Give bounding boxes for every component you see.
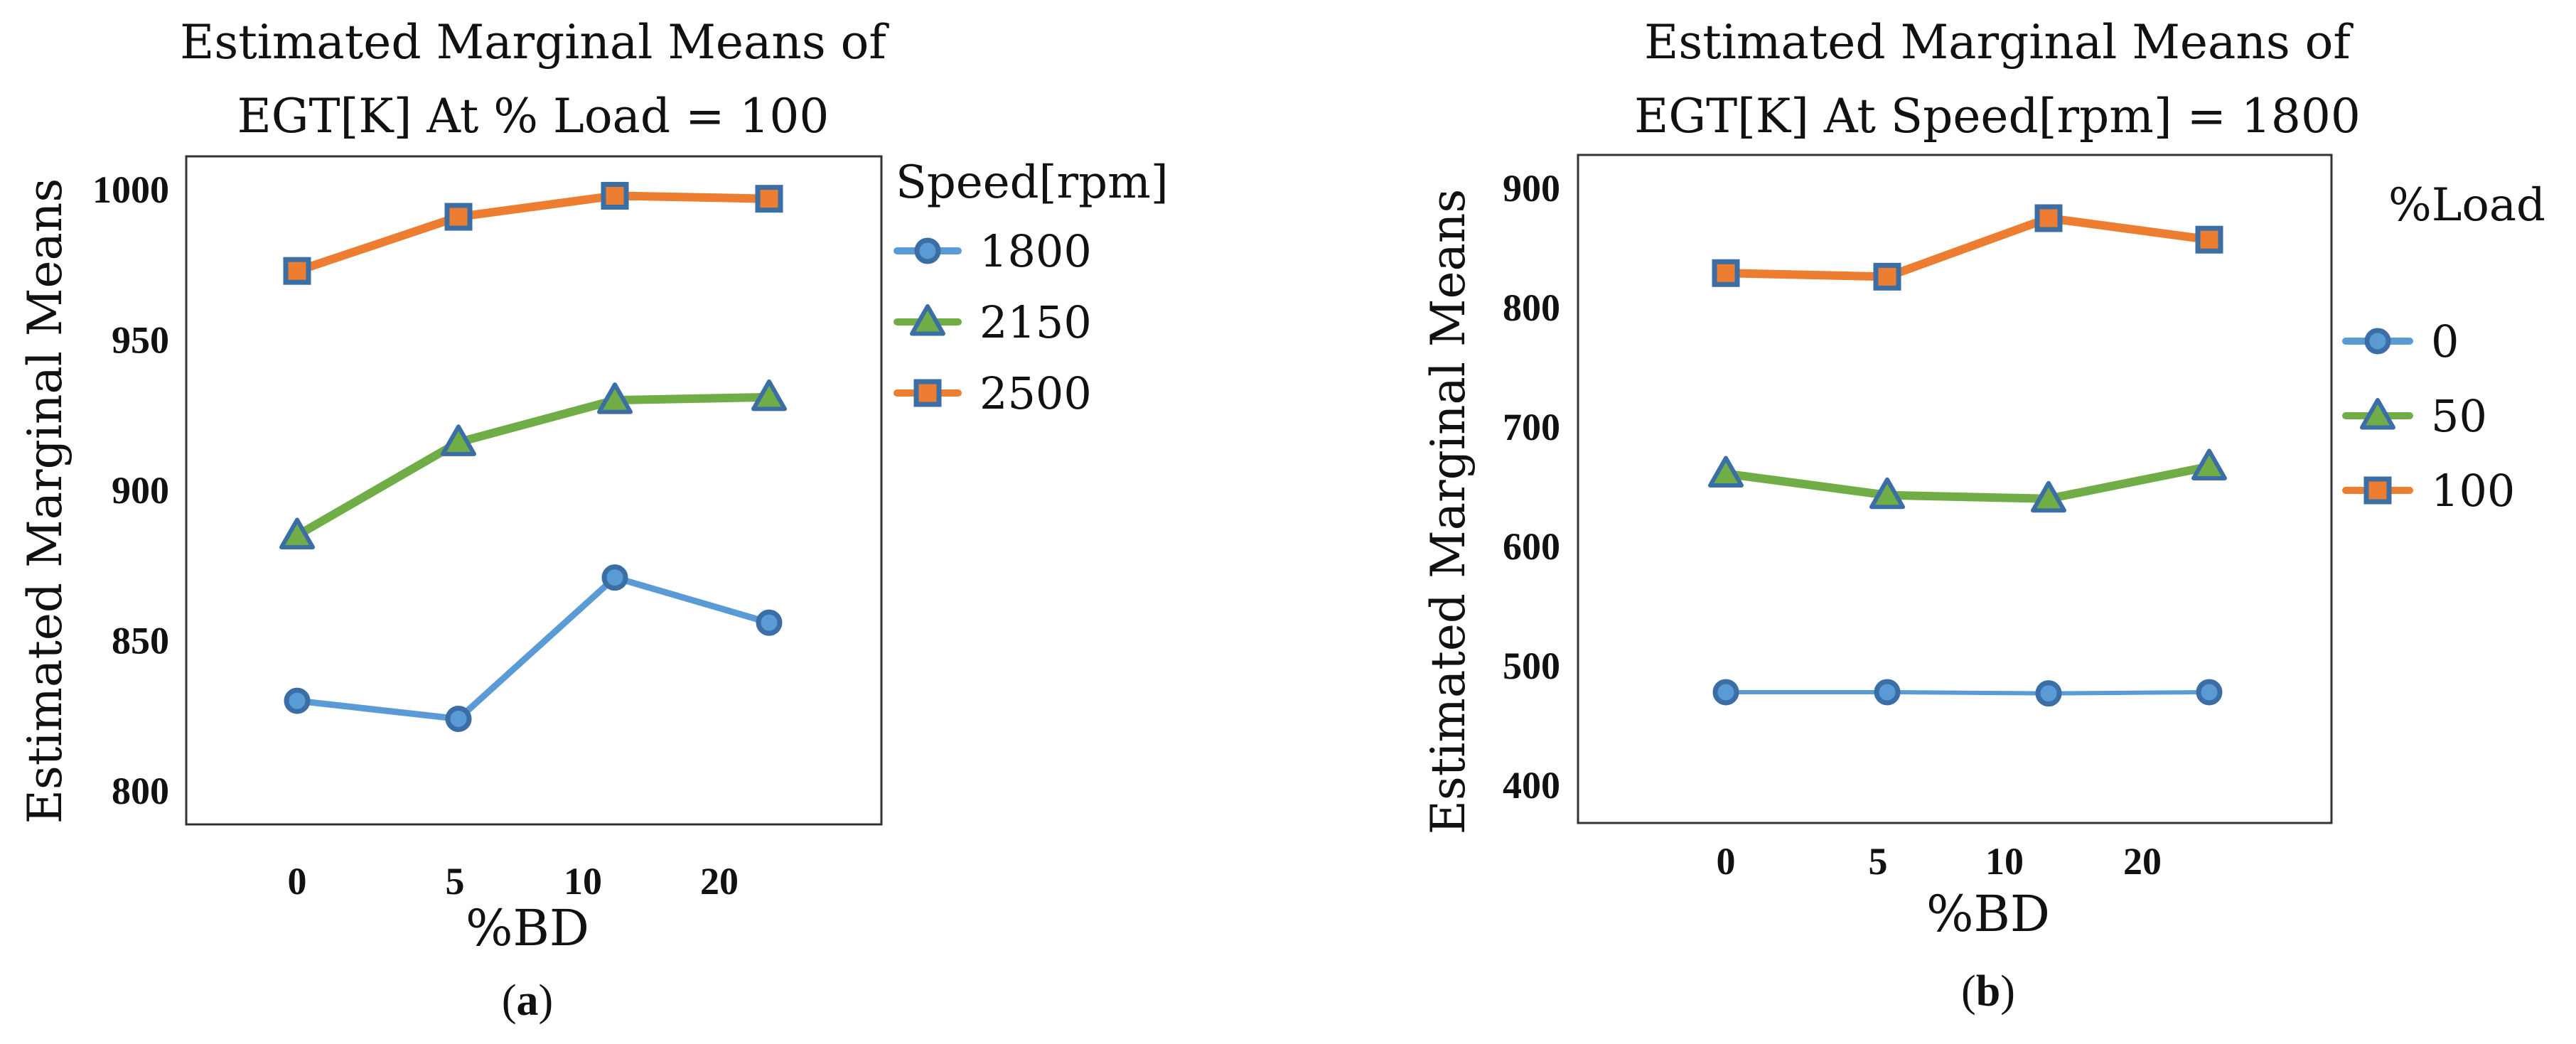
chart-b-data-point xyxy=(1874,679,1901,706)
chart-b-legend-marker-100 xyxy=(2363,476,2392,505)
chart-a-y-tick-label: 950 xyxy=(112,319,169,362)
chart-a-x-axis-label: %BD xyxy=(466,899,589,957)
chart-a-legend-marker-2500 xyxy=(913,379,942,407)
chart-a-legend: 1800 2150 2500 xyxy=(893,225,1092,419)
chart-b-legend-label-100: 100 xyxy=(2431,465,2515,517)
chart-a-data-point xyxy=(444,203,473,231)
chart-a-data-point xyxy=(755,185,783,213)
chart-b-y-tick-label: 600 xyxy=(1503,525,1560,568)
chart-b-y-tick-label: 800 xyxy=(1503,286,1560,329)
chart-a-data-point xyxy=(756,609,783,636)
chart-b-legend-marker-0 xyxy=(2364,328,2391,355)
chart-a-x-tick-label: 10 xyxy=(564,860,602,903)
chart-a-data-point xyxy=(441,424,476,456)
chart-b-legend-marker-50 xyxy=(2360,398,2395,430)
chart-a-y-tick-label: 800 xyxy=(112,770,169,812)
chart-b-title-line-1: Estimated Marginal Means of xyxy=(1644,15,2354,70)
chart-a-series-line-1800 xyxy=(294,574,773,722)
chart-a-data-point xyxy=(601,564,628,591)
chart-a-y-tick-label: 850 xyxy=(112,620,169,662)
chart-b-y-tick-label: 900 xyxy=(1503,167,1560,210)
chart-a-y-tick-label: 1000 xyxy=(92,168,169,211)
chart-a-caption-close: ) xyxy=(539,976,554,1025)
chart-b-y-tick-label: 500 xyxy=(1503,645,1560,687)
chart-panel-a: Estimated Marginal Means of EGT[K] At % … xyxy=(18,15,1169,1025)
chart-a-x-tick-label: 5 xyxy=(446,860,465,903)
chart-b-legend: 0 50 100 xyxy=(2342,316,2515,517)
chart-b-legend-title: %Load xyxy=(2388,179,2545,232)
chart-b-data-point xyxy=(2034,204,2063,232)
chart-a-title-line-2: EGT[K] At % Load = 100 xyxy=(237,89,830,144)
chart-a-data-point xyxy=(601,181,629,210)
chart-b-data-point xyxy=(2035,680,2062,707)
chart-a-series-line-2150 xyxy=(293,392,773,540)
chart-a-caption-open: ( xyxy=(502,976,517,1025)
chart-a-series-group xyxy=(279,181,787,732)
chart-b-x-axis: 0 5 10 20 xyxy=(1717,840,2162,883)
chart-a-legend-title: Speed[rpm] xyxy=(896,156,1169,209)
chart-a-x-axis: 0 5 10 20 xyxy=(288,860,739,903)
chart-b-data-point xyxy=(2031,480,2066,513)
chart-b-y-tick-label: 400 xyxy=(1503,764,1560,807)
chart-a-y-axis-label: Estimated Marginal Means xyxy=(18,178,73,824)
chart-a-legend-label-2150: 2150 xyxy=(980,296,1092,348)
chart-a-data-point xyxy=(751,379,787,411)
chart-b-data-point xyxy=(1712,679,1739,706)
chart-b-legend-label-0: 0 xyxy=(2431,316,2459,367)
chart-b-series-group xyxy=(1708,204,2227,707)
chart-a-x-tick-label: 20 xyxy=(700,860,739,903)
chart-a-series-line-2500 xyxy=(293,191,773,276)
chart-a-caption: (a) xyxy=(502,976,553,1025)
chart-panel-b: Estimated Marginal Means of EGT[K] At Sp… xyxy=(1421,15,2545,1016)
chart-b-data-point xyxy=(1712,259,1740,287)
chart-b-data-point xyxy=(2191,448,2227,480)
chart-a-y-axis: 800 850 900 950 1000 xyxy=(92,168,169,812)
chart-a-legend-label-1800: 1800 xyxy=(980,225,1092,277)
chart-a-legend-marker-1800 xyxy=(914,237,941,264)
chart-a-data-point xyxy=(597,382,633,414)
chart-b-data-point xyxy=(2196,679,2223,706)
chart-b-x-tick-label: 10 xyxy=(1985,840,2024,883)
chart-b-caption: (b) xyxy=(1961,967,2015,1016)
chart-b-series-line-0 xyxy=(1724,689,2211,696)
chart-a-data-point xyxy=(284,687,311,714)
chart-b-data-point xyxy=(1873,262,1901,291)
chart-b-title-line-2: EGT[K] At Speed[rpm] = 1800 xyxy=(1634,89,2361,144)
chart-b-x-tick-label: 0 xyxy=(1717,840,1736,883)
chart-b-data-point xyxy=(1708,456,1744,488)
chart-b-x-axis-label: %BD xyxy=(1926,885,2050,943)
chart-a-data-point xyxy=(283,257,311,285)
chart-b-series-line-50 xyxy=(1722,462,2213,503)
chart-a-title-line-1: Estimated Marginal Means of xyxy=(180,15,889,70)
chart-b-data-point xyxy=(1869,477,1905,510)
chart-b-caption-letter: b xyxy=(1976,967,2000,1016)
chart-b-y-axis: 400 500 600 700 800 900 xyxy=(1503,167,1560,807)
chart-b-legend-label-50: 50 xyxy=(2431,390,2487,442)
chart-b-caption-open: ( xyxy=(1961,967,1976,1016)
chart-a-plot-area xyxy=(185,155,883,826)
chart-b-caption-close: ) xyxy=(2000,967,2015,1016)
chart-b-x-tick-label: 20 xyxy=(2123,840,2162,883)
chart-b-plot-area xyxy=(1577,154,2333,824)
chart-a-legend-label-2500: 2500 xyxy=(980,367,1092,419)
chart-a-data-point xyxy=(445,705,472,732)
chart-a-data-point xyxy=(279,517,315,549)
chart-a-y-tick-label: 900 xyxy=(112,469,169,512)
chart-a-x-tick-label: 0 xyxy=(288,860,307,903)
chart-a-caption-letter: a xyxy=(517,976,539,1025)
chart-a-legend-marker-2150 xyxy=(910,304,945,336)
chart-b-series-line-100 xyxy=(1722,214,2213,281)
chart-b-y-tick-label: 700 xyxy=(1503,406,1560,448)
chart-b-y-axis-label: Estimated Marginal Means xyxy=(1421,189,1476,835)
chart-b-data-point xyxy=(2195,225,2223,254)
chart-b-x-tick-label: 5 xyxy=(1869,840,1888,883)
